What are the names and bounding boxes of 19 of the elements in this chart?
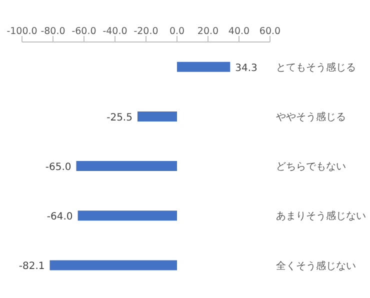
y-tick-label: 全くそう感じない: [276, 260, 356, 272]
y-tick-label: ややそう感じる: [276, 110, 346, 123]
data-label: -64.0: [46, 212, 73, 223]
data-label: 34.3: [235, 62, 258, 74]
x-tick-label: 60.0: [259, 26, 281, 37]
x-tick-label: -80.0: [40, 26, 66, 37]
x-tick-label: -100.0: [6, 26, 38, 37]
x-tick-label: 20.0: [197, 26, 219, 37]
x-tick-label: -60.0: [72, 26, 96, 37]
y-tick-label: とてもそう感じる: [276, 61, 356, 74]
x-tick-label: -40.0: [102, 26, 128, 37]
y-tick-label: どちらでもない: [276, 162, 346, 173]
x-tick-label: -20.0: [134, 26, 158, 37]
data-label: -82.1: [18, 261, 45, 272]
x-tick-label: 40.0: [228, 26, 250, 37]
data-label: -25.5: [106, 112, 132, 124]
x-tick-label: 0.0: [169, 26, 185, 37]
y-tick-label: あまりそう感じない: [276, 210, 366, 222]
data-label: -65.0: [45, 162, 72, 174]
